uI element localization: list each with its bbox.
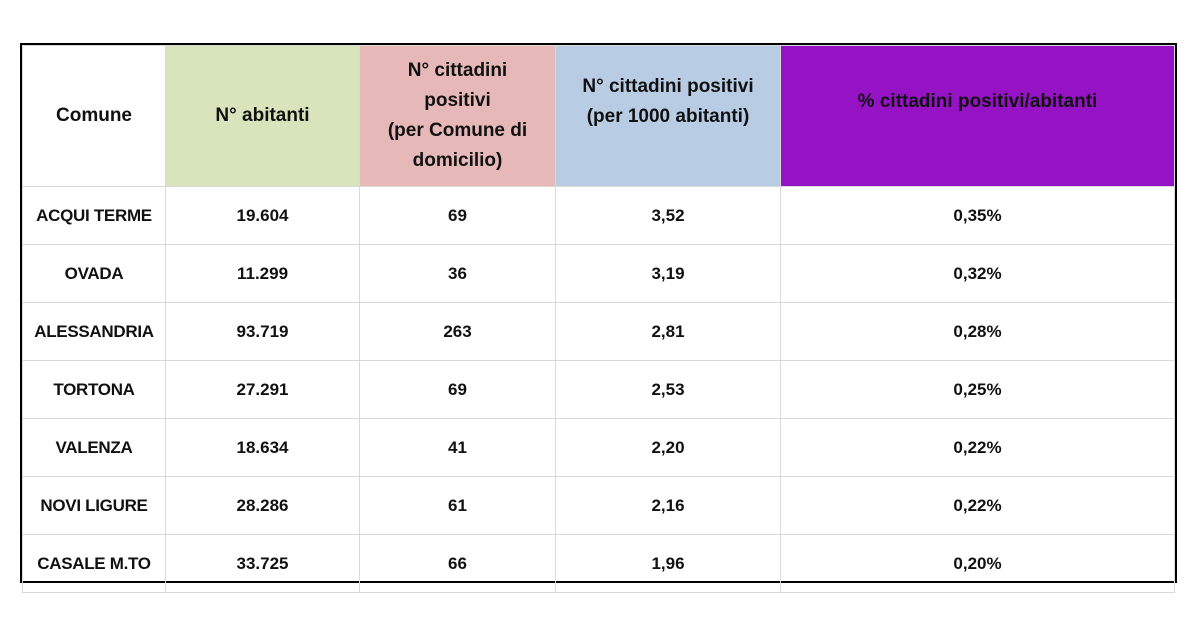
header-positivi-per-1000-label: N° cittadini positivi (per 1000 abitanti…: [582, 76, 754, 127]
cell-abitanti: 33.725: [165, 534, 360, 593]
cell-percent: 0,25%: [780, 360, 1175, 419]
cell-abitanti: 18.634: [165, 418, 360, 477]
table-row: OVADA 11.299 36 3,19 0,32%: [22, 244, 1175, 303]
header-abitanti: N° abitanti: [165, 45, 360, 187]
cell-comune: NOVI LIGURE: [22, 476, 166, 535]
cell-comune: OVADA: [22, 244, 166, 303]
cell-positivi: 69: [359, 186, 556, 245]
table-row: CASALE M.TO 33.725 66 1,96 0,20%: [22, 534, 1175, 593]
cell-abitanti: 19.604: [165, 186, 360, 245]
cell-percent: 0,22%: [780, 418, 1175, 477]
cell-percent: 0,20%: [780, 534, 1175, 593]
cell-per-1000: 3,52: [555, 186, 781, 245]
cell-positivi: 263: [359, 302, 556, 361]
cell-positivi: 69: [359, 360, 556, 419]
cell-per-1000: 2,20: [555, 418, 781, 477]
table-row: TORTONA 27.291 69 2,53 0,25%: [22, 360, 1175, 419]
header-abitanti-label: N° abitanti: [215, 105, 310, 126]
table-row: ALESSANDRIA 93.719 263 2,81 0,28%: [22, 302, 1175, 361]
table-row: ACQUI TERME 19.604 69 3,52 0,35%: [22, 186, 1175, 245]
cell-positivi: 61: [359, 476, 556, 535]
cell-comune: ACQUI TERME: [22, 186, 166, 245]
cell-comune: CASALE M.TO: [22, 534, 166, 593]
cell-percent: 0,22%: [780, 476, 1175, 535]
cell-percent: 0,35%: [780, 186, 1175, 245]
cell-per-1000: 2,53: [555, 360, 781, 419]
header-comune-label: Comune: [56, 105, 132, 126]
cell-abitanti: 93.719: [165, 302, 360, 361]
header-percent-positivi-label: % cittadini positivi/abitanti: [857, 91, 1098, 112]
header-positivi-per-1000: N° cittadini positivi (per 1000 abitanti…: [555, 45, 781, 187]
positives-table: Comune N° abitanti N° cittadini positivi…: [22, 45, 1175, 593]
cell-positivi: 41: [359, 418, 556, 477]
header-percent-positivi: % cittadini positivi/abitanti: [780, 45, 1175, 187]
table-row: NOVI LIGURE 28.286 61 2,16 0,22%: [22, 476, 1175, 535]
header-positivi: N° cittadini positivi (per Comune di dom…: [359, 45, 556, 187]
cell-abitanti: 27.291: [165, 360, 360, 419]
cell-positivi: 36: [359, 244, 556, 303]
cell-comune: ALESSANDRIA: [22, 302, 166, 361]
cell-per-1000: 2,16: [555, 476, 781, 535]
cell-abitanti: 28.286: [165, 476, 360, 535]
cell-per-1000: 1,96: [555, 534, 781, 593]
table-row: VALENZA 18.634 41 2,20 0,22%: [22, 418, 1175, 477]
cell-percent: 0,32%: [780, 244, 1175, 303]
cell-positivi: 66: [359, 534, 556, 593]
cell-percent: 0,28%: [780, 302, 1175, 361]
header-positivi-label: N° cittadini positivi (per Comune di dom…: [387, 60, 528, 171]
cell-comune: VALENZA: [22, 418, 166, 477]
cell-per-1000: 3,19: [555, 244, 781, 303]
cell-comune: TORTONA: [22, 360, 166, 419]
header-comune: Comune: [22, 45, 166, 187]
cell-abitanti: 11.299: [165, 244, 360, 303]
cell-per-1000: 2,81: [555, 302, 781, 361]
header-row: Comune N° abitanti N° cittadini positivi…: [22, 45, 1175, 187]
positives-table-frame: Comune N° abitanti N° cittadini positivi…: [20, 43, 1177, 593]
